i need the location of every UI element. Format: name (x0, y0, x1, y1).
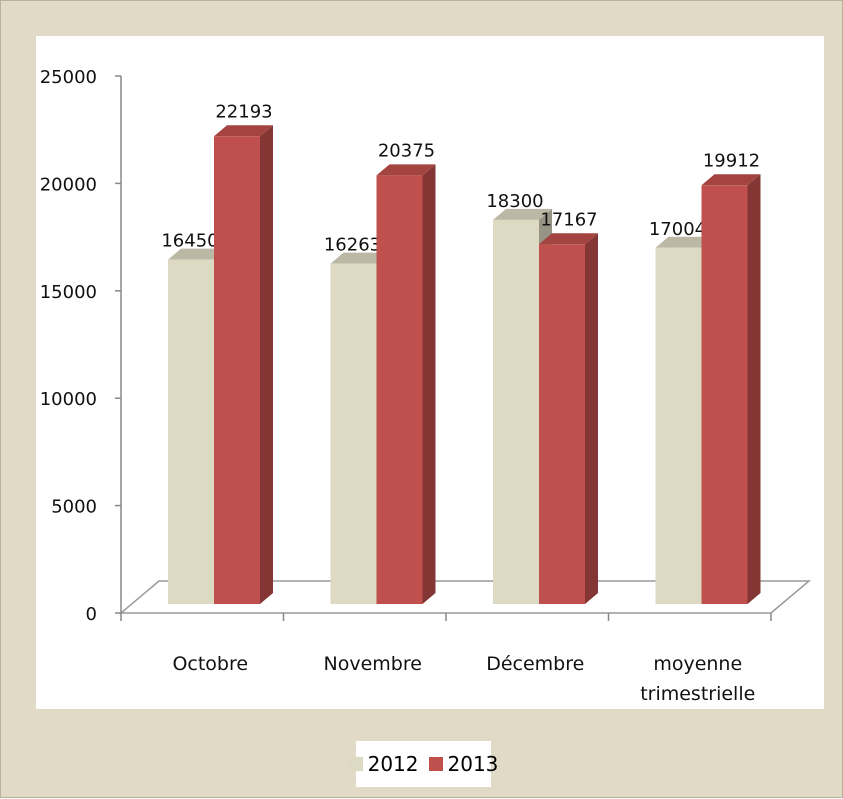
bar-top (655, 236, 715, 248)
y-tick-label: 25000 (40, 67, 97, 88)
y-tick-label: 20000 (40, 174, 97, 195)
legend-item: 2013 (428, 752, 499, 776)
y-tick-label: 5000 (51, 497, 97, 518)
bar-front (376, 175, 423, 604)
legend-label: 2013 (447, 752, 499, 776)
bar (214, 125, 273, 604)
bar-front (168, 259, 214, 604)
bar-top (168, 248, 227, 260)
bar (701, 174, 761, 605)
legend: 2012 2013 (348, 741, 498, 787)
y-tick-label: 0 (86, 604, 97, 625)
bar-front (214, 136, 260, 604)
bar-side (422, 164, 436, 604)
legend-swatch (428, 757, 443, 771)
bar-top (376, 164, 436, 176)
x-tick-label: Décembre (486, 653, 585, 675)
bar-top (701, 174, 761, 186)
value-label: 17167 (540, 209, 597, 230)
x-tick-label: moyenne trimestrielle (640, 653, 756, 705)
bar-side (585, 233, 598, 604)
bar-front (655, 247, 702, 604)
bar-top (539, 233, 598, 245)
bar-top (493, 208, 552, 220)
value-label: 16450 (161, 231, 218, 252)
bar-front (701, 185, 748, 605)
x-tick-label: Octobre (172, 653, 249, 675)
y-tick-label: 15000 (40, 282, 97, 303)
value-label: 20375 (378, 140, 435, 161)
value-label: 22193 (215, 101, 272, 122)
bar-front (539, 244, 585, 604)
bar-side (260, 125, 273, 604)
legend-swatch (348, 757, 363, 771)
bar-front (493, 219, 539, 604)
legend-item: 2012 (348, 752, 419, 776)
bar-top (330, 252, 390, 264)
x-tick-label: Novembre (323, 653, 422, 675)
floor (118, 580, 812, 614)
bar (376, 164, 436, 604)
bar-front (330, 263, 377, 604)
value-label: 16263 (324, 235, 381, 256)
bar-side (747, 174, 761, 605)
value-label: 19912 (703, 150, 760, 171)
value-label: 18300 (486, 191, 543, 212)
y-tick-label: 10000 (40, 389, 97, 410)
bar (539, 233, 598, 604)
legend-label: 2012 (367, 752, 419, 776)
value-label: 17004 (649, 219, 706, 240)
bar-top (214, 125, 273, 137)
